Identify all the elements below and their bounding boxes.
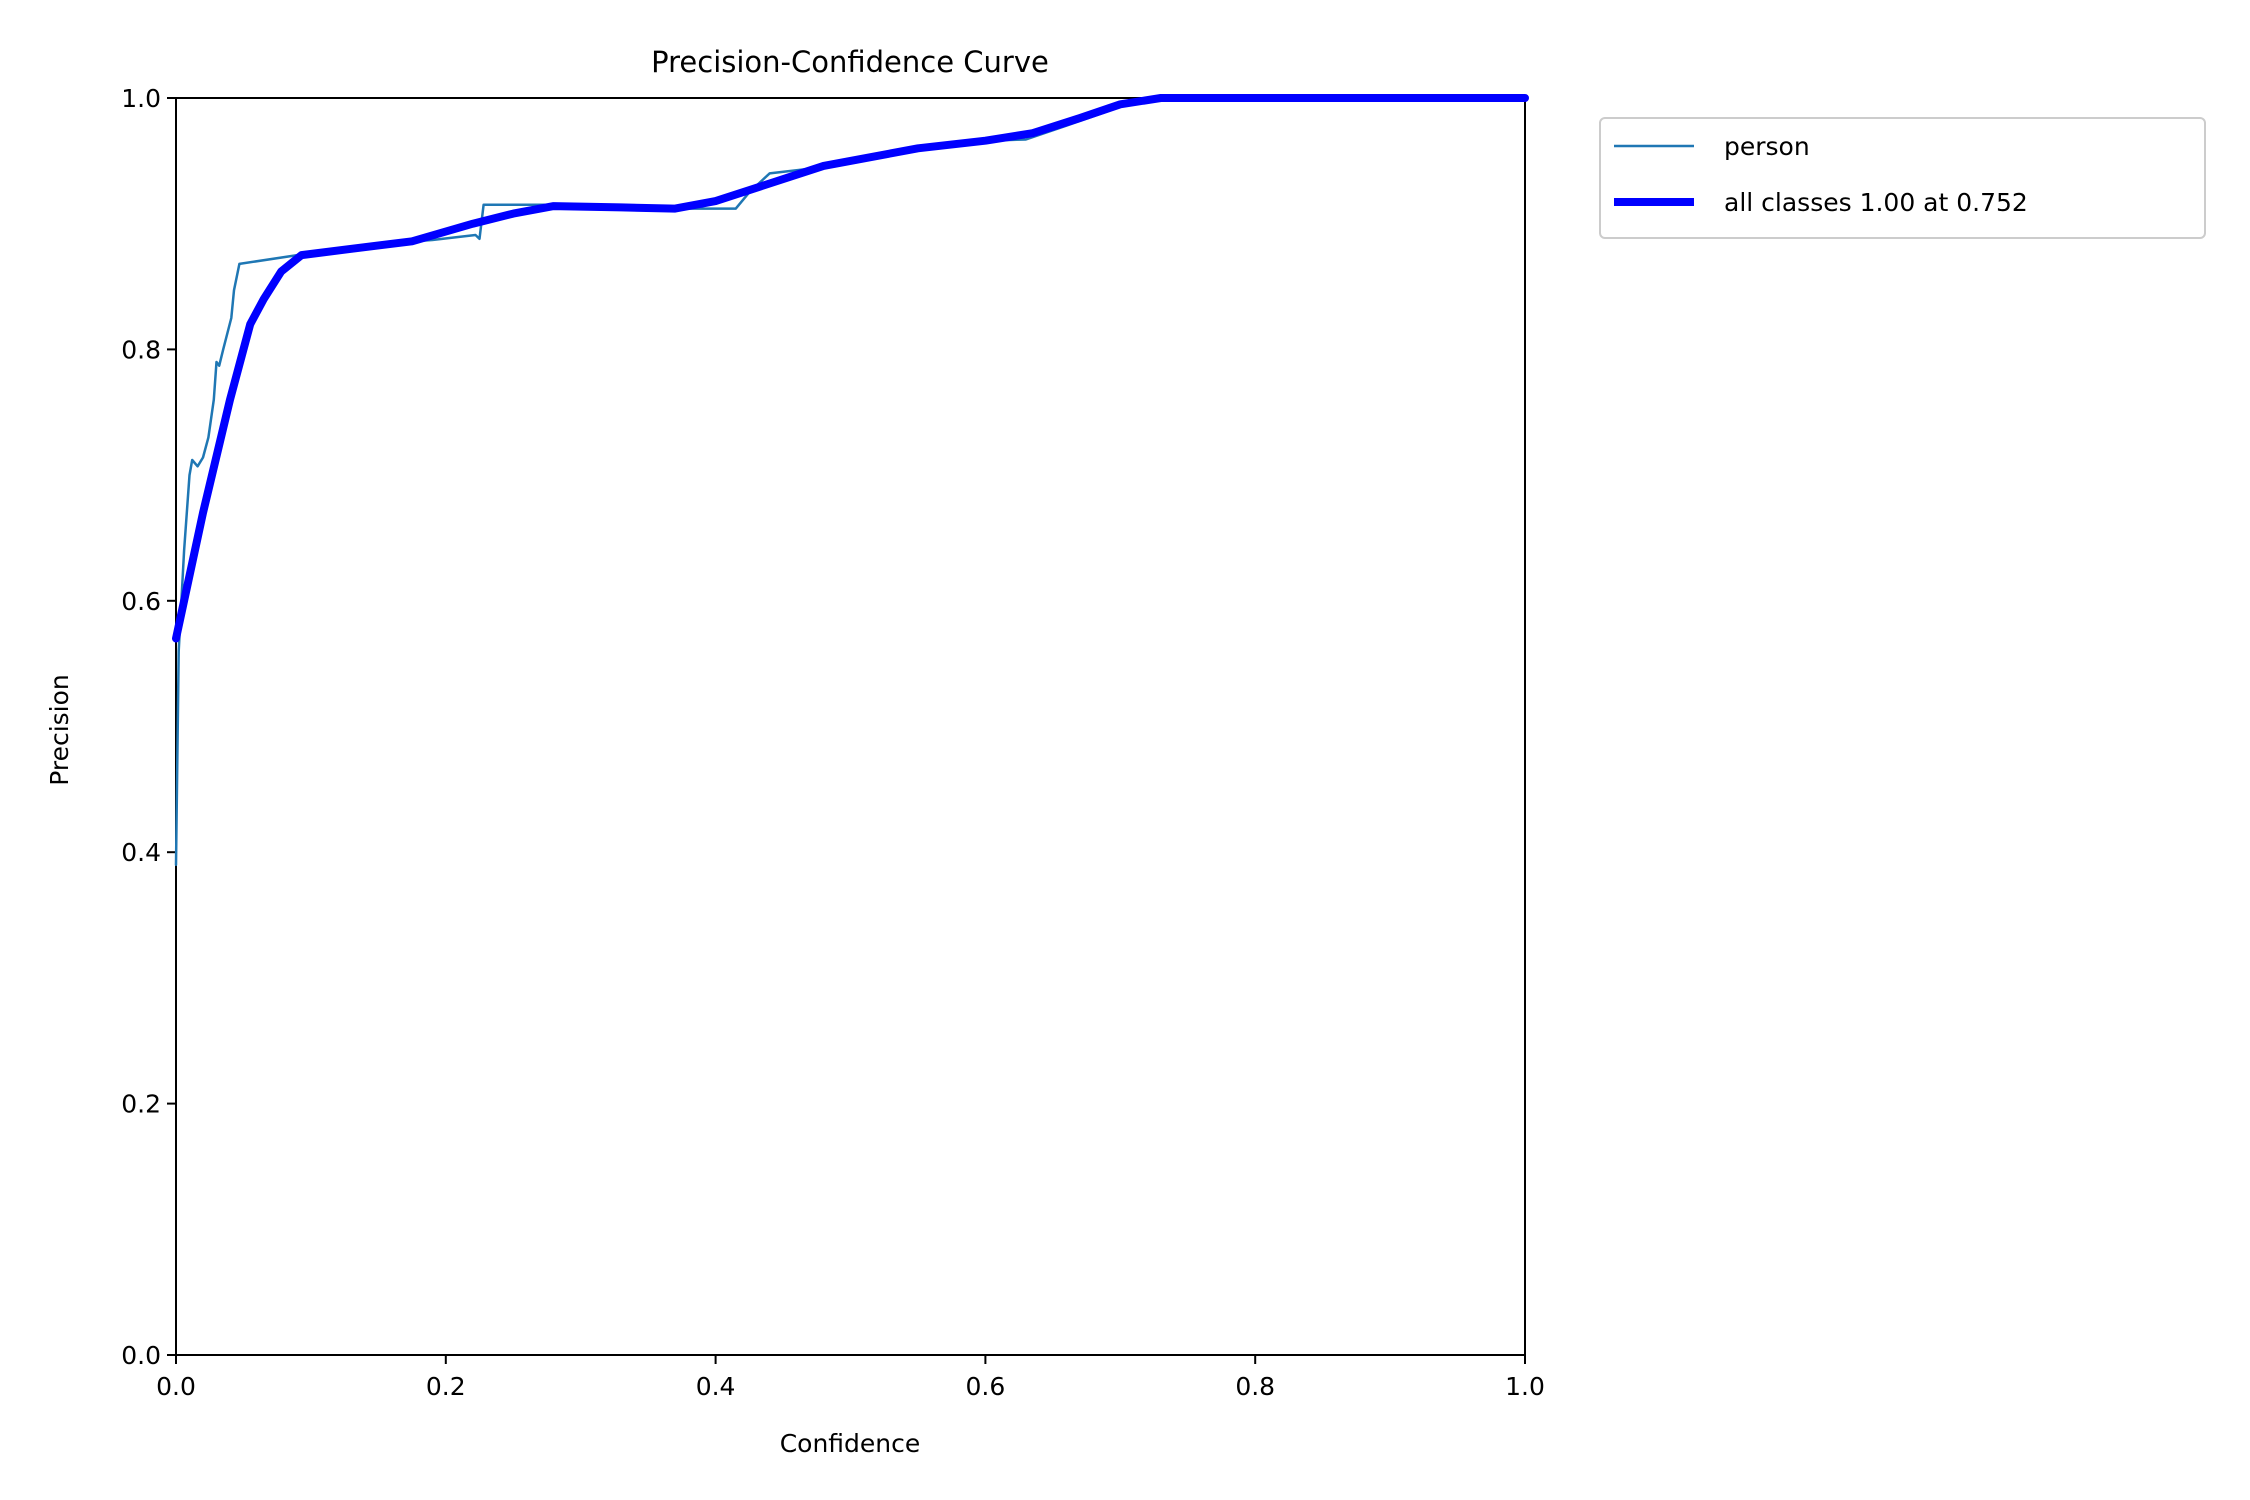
x-tick-label: 0.8: [1235, 1372, 1275, 1401]
x-axis-label: Confidence: [780, 1429, 921, 1458]
series-layer: [172, 94, 1529, 867]
x-tick-label: 0.4: [696, 1372, 736, 1401]
y-tick-label: 0.0: [121, 1341, 161, 1370]
y-axis-label: Precision: [45, 674, 74, 786]
y-tick-label: 0.8: [121, 335, 161, 364]
x-tick-label: 0.0: [156, 1372, 196, 1401]
y-tick-label: 1.0: [121, 84, 161, 113]
axes-frame: [175, 97, 1526, 1356]
x-tick-label: 0.6: [966, 1372, 1006, 1401]
legend-label-person: person: [1724, 132, 1810, 161]
series-line-person: [174, 96, 1527, 867]
x-tick-label: 0.2: [426, 1372, 466, 1401]
x-axis-ticks: 0.0 0.2 0.4 0.6 0.8 1.0: [156, 1355, 1545, 1401]
chart-title: Precision-Confidence Curve: [651, 45, 1049, 79]
y-tick-label: 0.2: [121, 1090, 161, 1119]
legend-frame: [1599, 117, 2206, 239]
y-tick-label: 0.6: [121, 587, 161, 616]
series-line-all-classes: [172, 94, 1529, 643]
x-tick-label: 1.0: [1505, 1372, 1545, 1401]
legend-label-all-classes: all classes 1.00 at 0.752: [1724, 188, 2028, 217]
plot-area: [175, 97, 1526, 1356]
y-tick-label: 0.4: [121, 838, 161, 867]
legend: person all classes 1.00 at 0.752: [1599, 117, 2206, 239]
y-axis-ticks: 0.0 0.2 0.4 0.6 0.8 1.0: [121, 84, 176, 1370]
